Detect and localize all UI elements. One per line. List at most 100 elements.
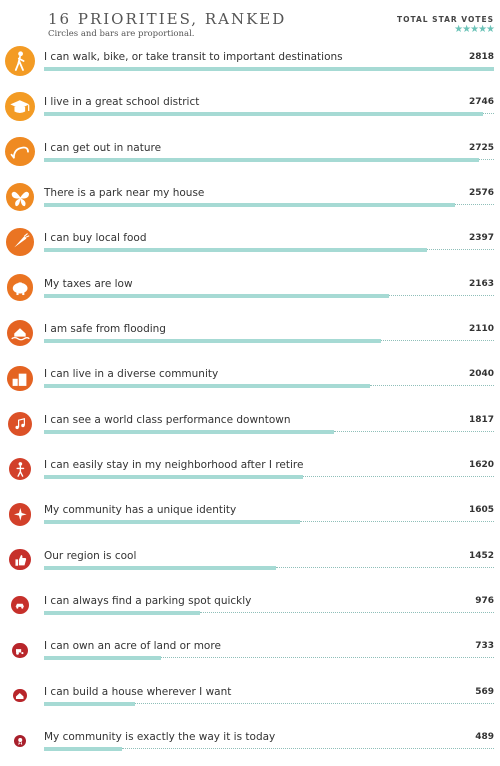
priority-row: I can get out in nature 2725 — [0, 136, 500, 177]
vote-bar — [44, 338, 381, 343]
priority-label: I can always find a parking spot quickly — [44, 594, 252, 607]
vote-count: 1452 — [468, 550, 494, 561]
vote-count: 2576 — [468, 187, 494, 198]
remaining-dotted-line — [134, 702, 494, 704]
remaining-dotted-line — [369, 385, 494, 387]
priority-label: I can get out in nature — [44, 141, 162, 154]
priority-row: I can see a world class performance down… — [0, 409, 500, 449]
vote-count: 569 — [475, 686, 494, 697]
vote-count: 733 — [475, 641, 494, 652]
vote-count: 1605 — [468, 505, 494, 516]
vote-count: 1817 — [468, 414, 494, 425]
car-parking-icon — [11, 596, 29, 614]
vote-bar — [44, 248, 427, 253]
vote-bar — [44, 112, 483, 117]
thumbs-up-icon — [9, 548, 31, 571]
priority-row: There is a park near my house 2576 — [0, 182, 500, 222]
remaining-dotted-line — [482, 113, 494, 115]
remaining-dotted-line — [302, 475, 494, 477]
priority-label: I am safe from flooding — [44, 322, 166, 335]
remaining-dotted-line — [426, 249, 494, 251]
priority-label: My community is exactly the way it is to… — [44, 730, 276, 743]
fishing-hook-icon — [5, 136, 35, 167]
ribbon-icon — [13, 734, 27, 748]
music-notes-icon — [7, 411, 33, 436]
vote-bar — [44, 610, 200, 615]
priority-label: I can buy local food — [44, 232, 147, 245]
vote-count: 489 — [475, 731, 494, 742]
priority-label: Our region is cool — [44, 549, 137, 562]
remaining-dotted-line — [275, 566, 494, 568]
chart-subtitle: Circles and bars are proportional. — [48, 29, 195, 39]
priority-row: I can buy local food 2397 — [0, 227, 500, 267]
vote-bar — [44, 520, 301, 525]
vote-count: 2746 — [468, 97, 494, 108]
priority-label: There is a park near my house — [44, 186, 205, 199]
city-buildings-icon — [7, 365, 33, 392]
vote-bar — [44, 474, 303, 479]
vote-bar — [44, 746, 123, 751]
vote-count: 2163 — [468, 278, 494, 289]
vote-bar — [44, 701, 135, 706]
priority-row: I can own an acre of land or more 733 — [0, 635, 500, 675]
priority-row: I can live in a diverse community 2040 — [0, 363, 500, 403]
vote-count: 2397 — [468, 233, 494, 244]
priority-row: I live in a great school district 2746 — [0, 91, 500, 131]
star-rating-icon: ★★★★★ — [454, 24, 495, 35]
remaining-dotted-line — [199, 611, 494, 613]
priority-row: I can always find a parking spot quickly… — [0, 590, 500, 630]
elderly-person-icon — [8, 457, 32, 481]
chart-header: 16 PRIORITIES, RANKED Circles and bars a… — [0, 0, 500, 44]
carrot-icon — [6, 228, 34, 257]
priority-row: My community is exactly the way it is to… — [0, 726, 500, 766]
pedestrian-icon — [5, 46, 35, 76]
piggy-bank-icon — [6, 274, 34, 301]
vote-bar — [44, 429, 335, 434]
butterfly-icon — [5, 182, 35, 212]
priority-row: I can build a house wherever I want 569 — [0, 681, 500, 721]
chart-title: 16 PRIORITIES, RANKED — [48, 10, 287, 28]
vote-bar — [44, 157, 480, 162]
remaining-dotted-line — [389, 294, 494, 296]
priority-label: I can walk, bike, or take transit to imp… — [44, 51, 343, 63]
remaining-dotted-line — [334, 430, 494, 432]
vote-bar — [44, 384, 370, 389]
flooded-house-icon — [7, 319, 33, 346]
total-star-votes-label: TOTAL STAR VOTES — [396, 15, 494, 24]
vote-bar — [44, 656, 162, 661]
graduation-cap-icon — [5, 91, 35, 122]
remaining-dotted-line — [455, 203, 494, 205]
priority-label: I can live in a diverse community — [44, 368, 219, 381]
priority-row: My community has a unique identity 1605 — [0, 499, 500, 539]
priority-row: I can walk, bike, or take transit to imp… — [0, 46, 500, 86]
priority-row: Our region is cool 1452 — [0, 545, 500, 585]
remaining-dotted-line — [380, 339, 494, 341]
priority-label: My taxes are low — [44, 277, 133, 290]
star-burst-icon — [8, 502, 32, 526]
priority-row: I can easily stay in my neighborhood aft… — [0, 454, 500, 494]
vote-bar — [44, 67, 494, 71]
vote-bar — [44, 202, 456, 207]
remaining-dotted-line — [300, 521, 494, 523]
priority-label: I can own an acre of land or more — [44, 640, 221, 653]
priority-label: I live in a great school district — [44, 96, 200, 109]
priority-row: I am safe from flooding 2110 — [0, 318, 500, 358]
vote-count: 976 — [475, 595, 494, 606]
house-icon — [13, 688, 27, 703]
tractor-icon — [12, 642, 28, 658]
remaining-dotted-line — [479, 158, 494, 160]
vote-count: 2040 — [468, 369, 494, 380]
vote-count: 2725 — [468, 142, 494, 153]
vote-count: 2110 — [468, 323, 494, 334]
priority-label: I can see a world class performance down… — [44, 413, 291, 426]
priority-row: My taxes are low 2163 — [0, 273, 500, 313]
remaining-dotted-line — [161, 657, 494, 659]
vote-bar — [44, 565, 276, 570]
vote-bar — [44, 293, 390, 298]
priority-label: I can easily stay in my neighborhood aft… — [44, 458, 304, 471]
priority-label: I can build a house wherever I want — [44, 685, 232, 698]
remaining-dotted-line — [122, 747, 494, 749]
vote-count: 1620 — [468, 459, 494, 470]
priority-label: My community has a unique identity — [44, 504, 237, 517]
